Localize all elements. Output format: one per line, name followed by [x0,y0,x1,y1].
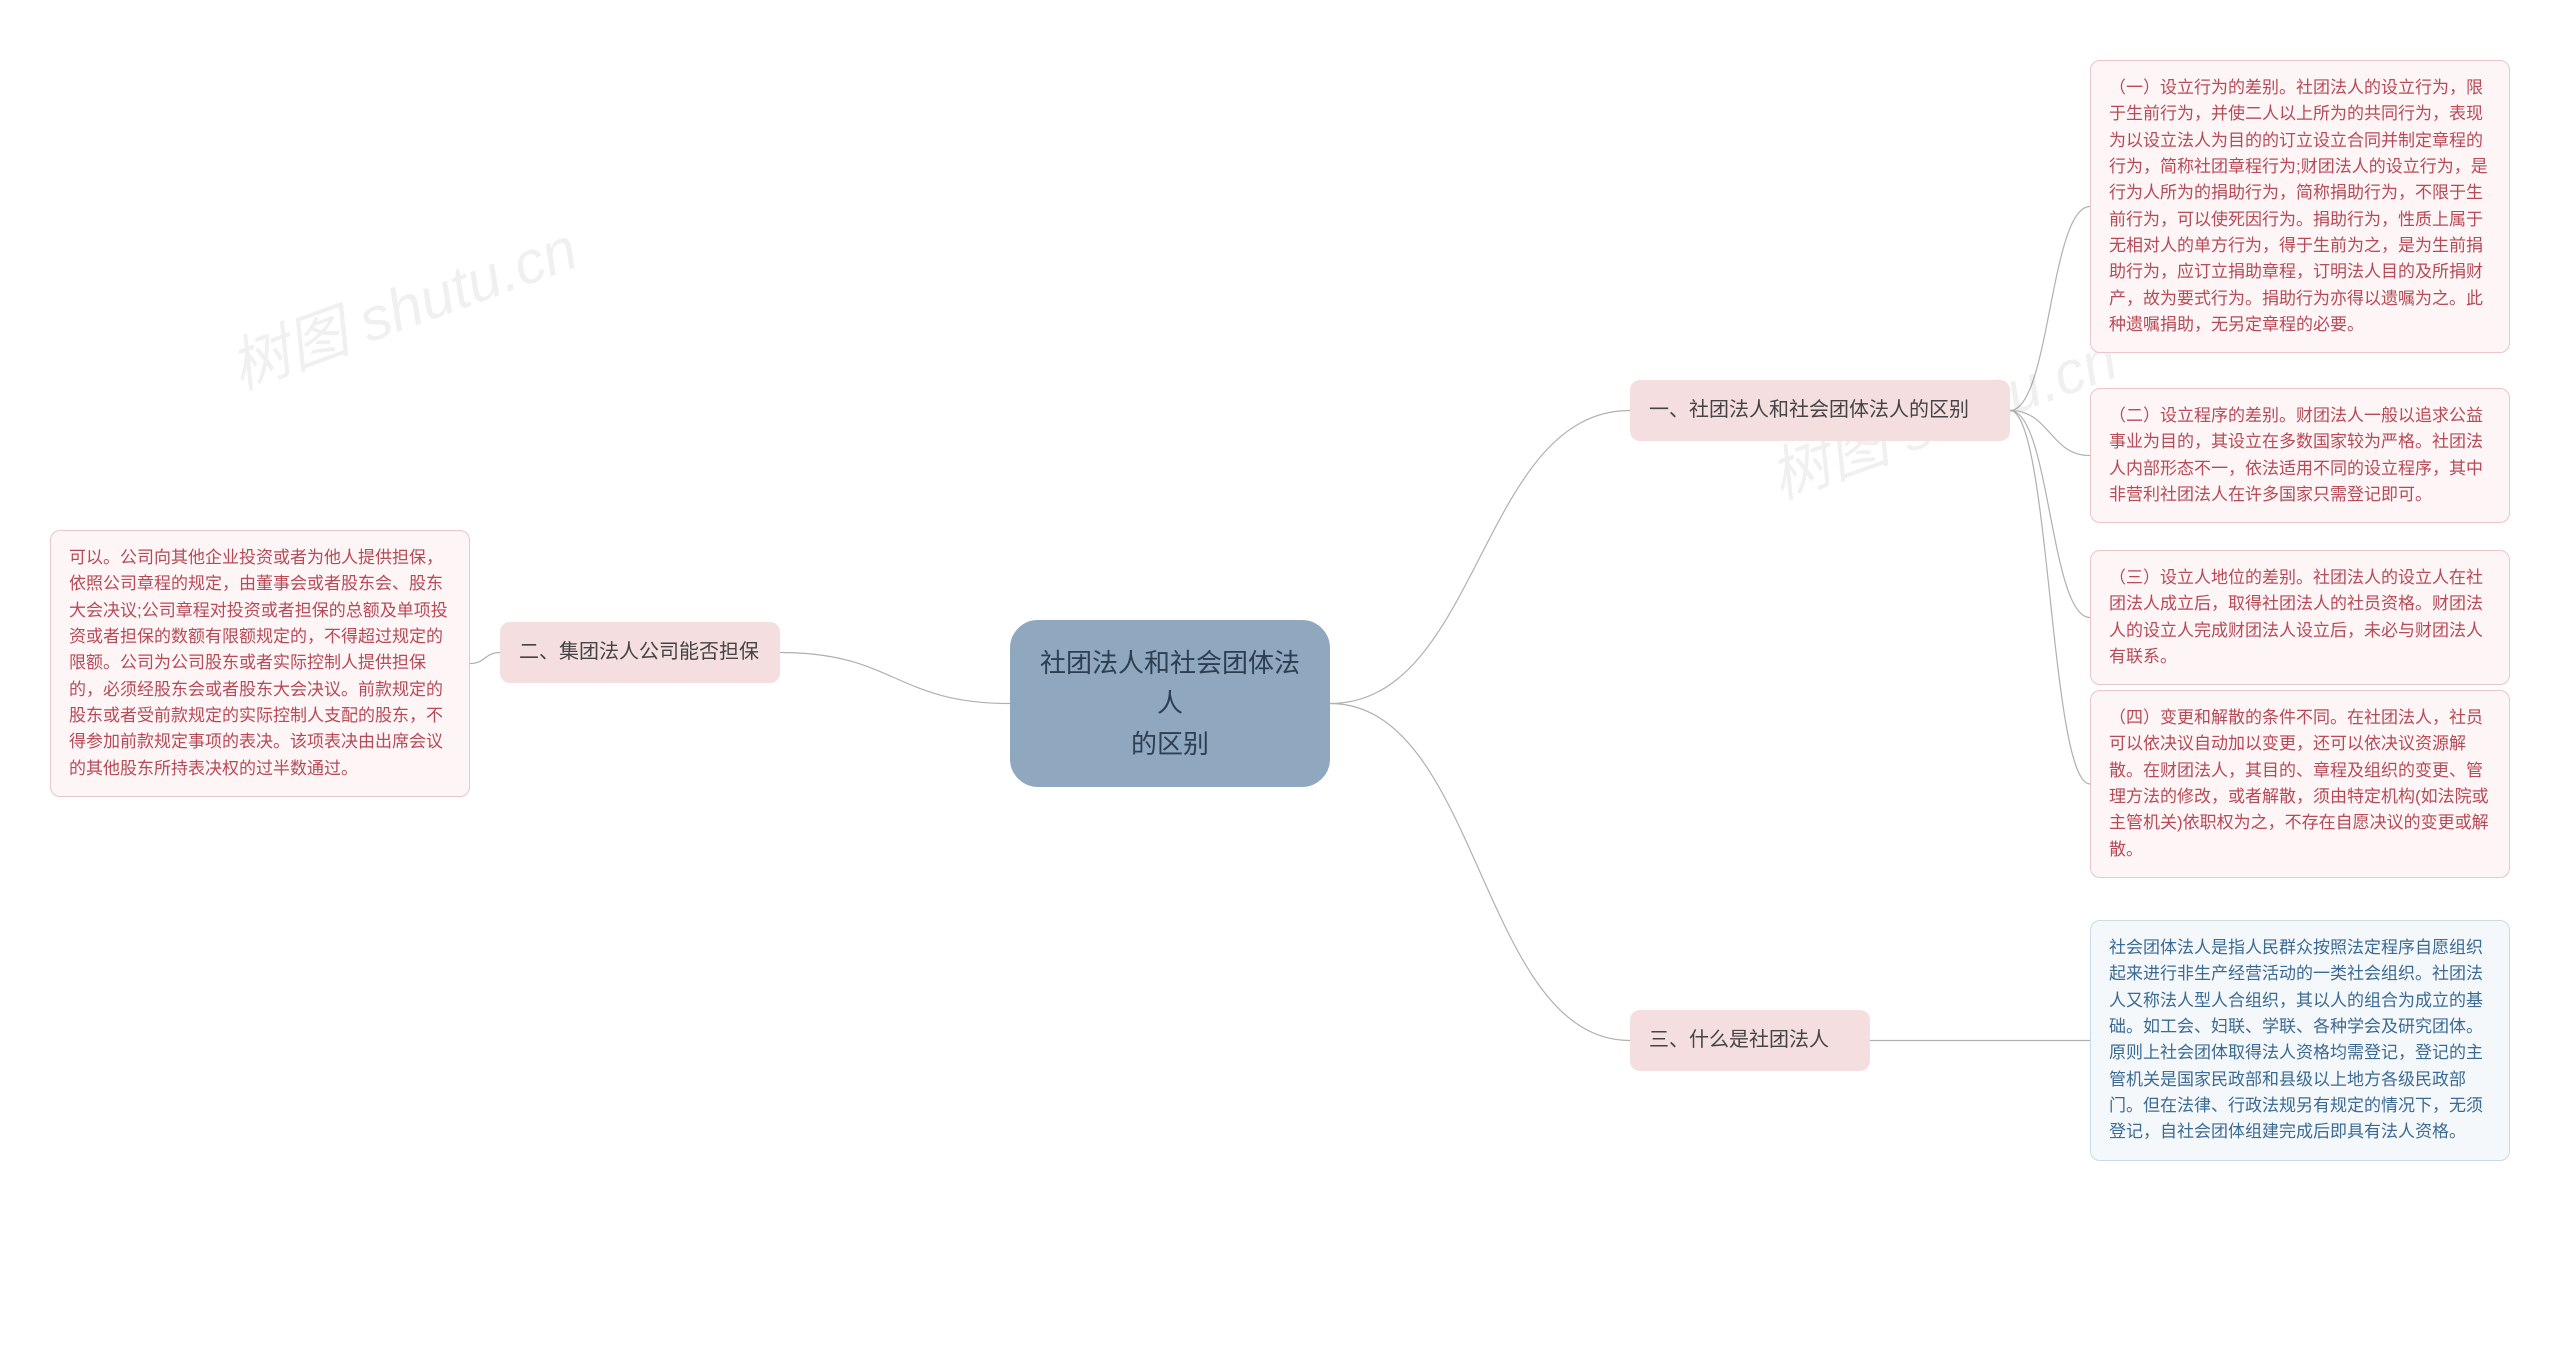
leaf-node[interactable]: 社会团体法人是指人民群众按照法定程序自愿组织起来进行非生产经营活动的一类社会组织… [2090,920,2510,1161]
leaf-node[interactable]: （一）设立行为的差别。社团法人的设立行为，限于生前行为，并使二人以上所为的共同行… [2090,60,2510,353]
leaf-node[interactable]: 可以。公司向其他企业投资或者为他人提供担保，依照公司章程的规定，由董事会或者股东… [50,530,470,797]
leaf-node[interactable]: （三）设立人地位的差别。社团法人的设立人在社团法人成立后，取得社团法人的社员资格… [2090,550,2510,685]
leaf-node[interactable]: （二）设立程序的差别。财团法人一般以追求公益事业为目的，其设立在多数国家较为严格… [2090,388,2510,523]
branch-node-3[interactable]: 三、什么是社团法人 [1630,1010,1870,1071]
branch-node-2[interactable]: 二、集团法人公司能否担保 [500,622,780,683]
watermark: 树图 shutu.cn [216,200,587,406]
branch-node-1[interactable]: 一、社团法人和社会团体法人的区别 [1630,380,2010,441]
mindmap-center[interactable]: 社团法人和社会团体法人的区别 [1010,620,1330,787]
leaf-node[interactable]: （四）变更和解散的条件不同。在社团法人，社员可以依决议自动加以变更，还可以依决议… [2090,690,2510,878]
